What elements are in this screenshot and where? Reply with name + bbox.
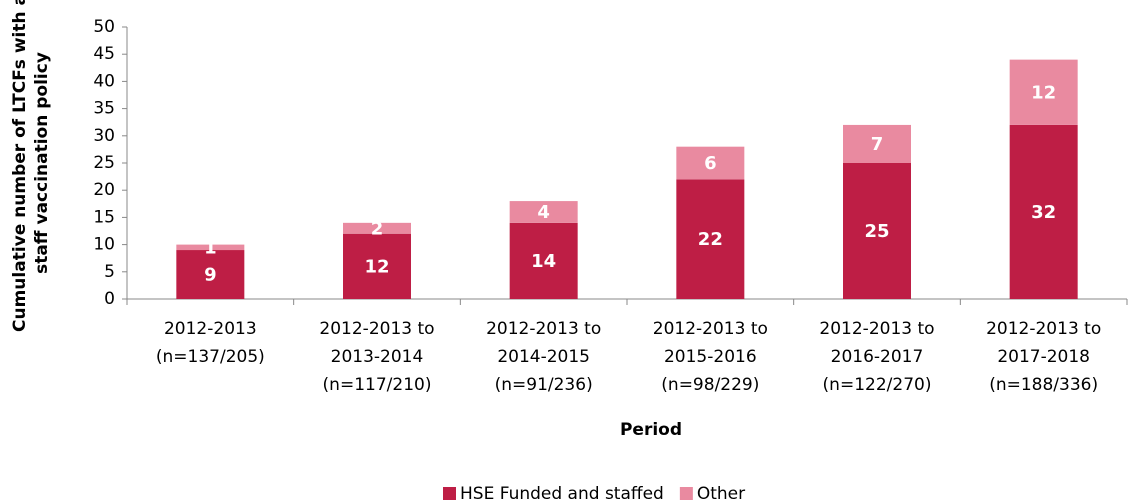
value-label: 2 xyxy=(371,218,384,239)
bar-segment xyxy=(1009,124,1078,299)
x-tick-label: 2017-2018 xyxy=(997,347,1090,367)
legend-label: Other xyxy=(697,484,745,504)
value-label: 14 xyxy=(531,251,556,272)
bar-segment xyxy=(509,201,578,223)
y-axis-title: Cumulative number of LTCFs with a xyxy=(10,0,30,332)
value-label: 7 xyxy=(871,134,884,155)
legend-swatch xyxy=(679,487,693,500)
x-tick-label: (n=122/270) xyxy=(823,375,932,395)
x-tick-label: 2013-2014 xyxy=(331,347,424,367)
bar-segment xyxy=(343,222,411,234)
y-tick-label: 25 xyxy=(93,153,115,173)
x-tick-label: 2012-2013 to xyxy=(986,319,1101,339)
y-tick-label: 45 xyxy=(93,44,115,64)
value-label: 12 xyxy=(1031,82,1056,103)
bar-segment xyxy=(1009,59,1078,125)
x-tick-label: 2012-2013 to xyxy=(819,319,934,339)
bar-segment xyxy=(176,250,245,299)
y-tick-label: 40 xyxy=(93,71,115,91)
y-tick-label: 10 xyxy=(93,235,115,255)
x-tick-label: 2012-2013 to xyxy=(653,319,768,339)
bar-segment xyxy=(176,244,245,251)
bar-segment xyxy=(843,124,911,163)
bar-segment xyxy=(676,179,745,299)
value-label: 9 xyxy=(204,265,217,286)
bar-segment xyxy=(343,233,411,299)
value-label: 22 xyxy=(698,229,723,250)
x-tick-label: 2014-2015 xyxy=(497,347,590,367)
x-tick-label: (n=98/229) xyxy=(661,375,759,395)
value-label: 4 xyxy=(537,202,550,223)
x-tick-label: 2015-2016 xyxy=(664,347,757,367)
x-tick-label: 2016-2017 xyxy=(831,347,924,367)
bar-segment xyxy=(509,222,578,299)
x-tick-label: (n=188/336) xyxy=(989,375,1098,395)
y-tick-label: 15 xyxy=(93,207,115,227)
y-tick-label: 0 xyxy=(104,289,115,309)
x-axis-title: Period xyxy=(620,420,682,440)
legend-swatch xyxy=(443,487,456,500)
y-tick-label: 50 xyxy=(93,17,115,37)
x-tick-label: 2012-2013 xyxy=(164,319,257,339)
y-axis-title: staff vaccination policy xyxy=(32,52,52,274)
y-tick-label: 5 xyxy=(104,262,115,282)
x-tick-label: 2012-2013 to xyxy=(319,319,434,339)
value-label: 1 xyxy=(204,237,217,258)
x-tick-label: (n=91/236) xyxy=(495,375,593,395)
x-tick-label: (n=137/205) xyxy=(156,347,265,367)
value-label: 25 xyxy=(864,221,889,242)
value-label: 32 xyxy=(1031,202,1056,223)
legend-label: HSE Funded and staffed xyxy=(460,484,664,504)
bar-segment xyxy=(676,146,745,180)
y-tick-label: 20 xyxy=(93,180,115,200)
x-tick-label: 2012-2013 to xyxy=(486,319,601,339)
x-tick-label: (n=117/210) xyxy=(323,375,432,395)
value-label: 12 xyxy=(364,256,389,277)
y-tick-label: 35 xyxy=(93,99,115,119)
y-tick-label: 30 xyxy=(93,126,115,146)
bar-segment xyxy=(843,163,911,299)
value-label: 6 xyxy=(704,153,717,174)
